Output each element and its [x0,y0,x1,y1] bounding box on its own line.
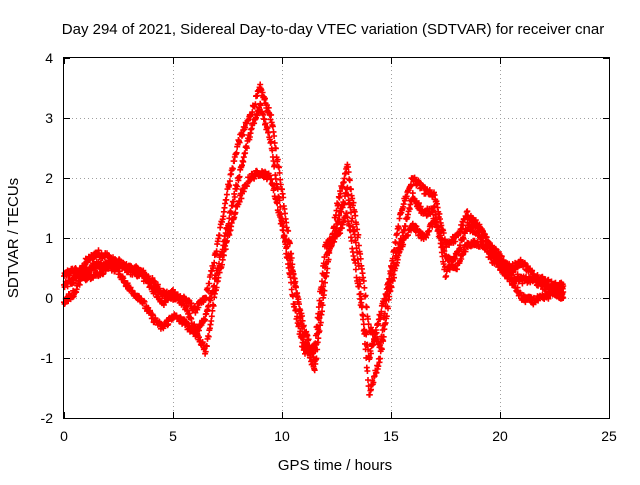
series-track-a [61,81,567,374]
x-tick-label: 15 [383,428,399,444]
series-track-c [61,100,567,363]
x-tick-label: 20 [492,428,508,444]
y-tick-label: 4 [45,50,53,66]
y-tick-label: 1 [45,230,53,246]
y-tick-label: 2 [45,170,53,186]
x-tick-label: 0 [60,428,68,444]
data-layer [61,81,567,398]
y-tick-label: 3 [45,110,53,126]
y-tick-label: 0 [45,290,53,306]
y-axis-label: SDTVAR / TECUs [5,178,22,298]
plot-area-border [63,57,610,419]
y-tick-label: -1 [41,350,54,366]
y-tick-label: -2 [41,410,54,426]
tick-layer: 0 5 10 15 20 25 -2 -1 0 1 2 3 4 [41,50,617,444]
x-tick-label: 10 [274,428,290,444]
chart-title: Day 294 of 2021, Sidereal Day-to-day VTE… [62,21,604,38]
x-tick-label: 5 [169,428,177,444]
x-axis-label: GPS time / hours [278,457,392,474]
x-tick-label: 25 [601,428,617,444]
